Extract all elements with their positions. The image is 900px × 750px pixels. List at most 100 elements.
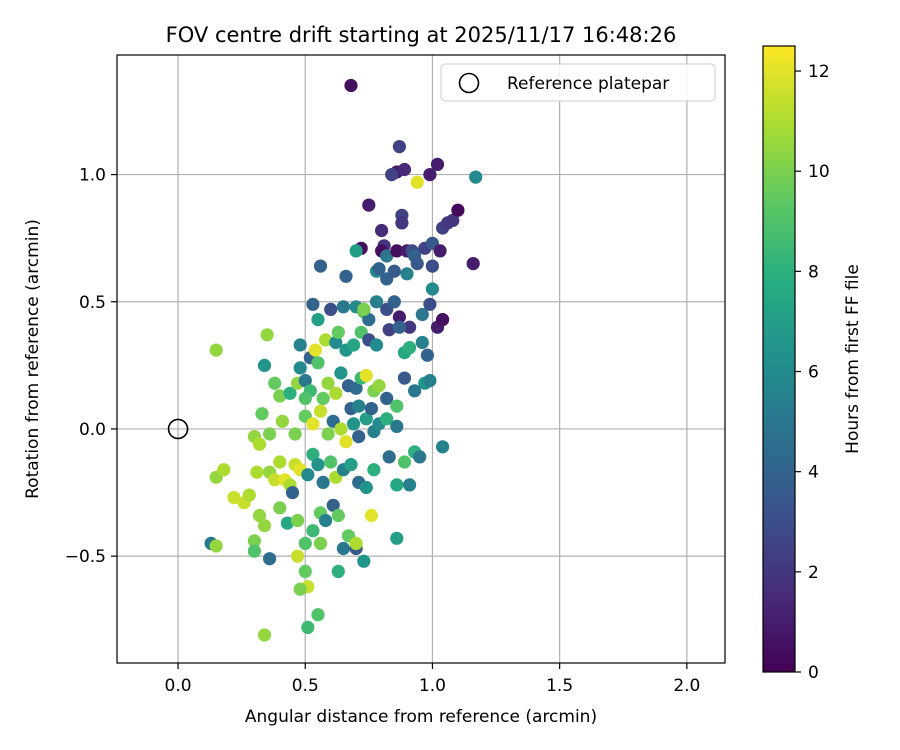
data-point [446, 213, 460, 227]
legend-label: Reference platepar [507, 74, 669, 94]
data-point [466, 257, 480, 271]
data-point [410, 257, 424, 271]
colorbar [762, 45, 796, 673]
data-point [413, 450, 427, 464]
y-tick-label: 0.0 [79, 420, 106, 440]
data-point [385, 168, 399, 182]
y-axis-ticks: −0.5 0.0 0.5 1.0 [65, 166, 117, 567]
y-tick-label: 1.0 [79, 166, 106, 186]
data-point [326, 498, 340, 512]
data-point [344, 458, 358, 472]
data-point [380, 249, 394, 263]
data-point [311, 356, 325, 370]
data-point [392, 320, 406, 334]
x-tick-label: 2.0 [673, 676, 700, 696]
data-point [329, 335, 343, 350]
data-point [263, 552, 277, 566]
data-point [403, 320, 417, 334]
data-point [308, 343, 322, 357]
data-point [311, 608, 325, 622]
data-point [339, 435, 353, 449]
data-point [268, 473, 282, 487]
data-point [349, 381, 363, 395]
data-point [217, 463, 231, 477]
data-point [372, 262, 386, 276]
data-point [423, 297, 437, 311]
data-point [255, 407, 269, 421]
legend: Reference platepar [440, 63, 716, 102]
data-point [403, 478, 417, 492]
data-point [359, 368, 373, 383]
data-point [280, 516, 294, 530]
data-point [311, 458, 325, 472]
x-axis-label: Angular distance from reference (arcmin) [245, 707, 597, 727]
data-point [352, 399, 366, 413]
data-point [316, 391, 330, 405]
data-point [390, 478, 404, 492]
reference-platepar-marker [167, 418, 189, 440]
colorbar-label: Hours from first FF file [843, 264, 863, 454]
data-point [247, 544, 261, 558]
data-point [387, 264, 401, 278]
data-point [331, 325, 345, 339]
plot-area [117, 55, 725, 663]
data-point [250, 465, 264, 479]
data-point [390, 399, 404, 413]
data-point [380, 412, 394, 426]
data-point [369, 338, 384, 352]
data-point [375, 223, 389, 238]
data-point [257, 519, 272, 533]
data-point [209, 539, 223, 553]
data-point [415, 307, 429, 322]
y-axis-label: Rotation from reference (arcmin) [23, 219, 43, 499]
legend-marker [458, 72, 480, 94]
data-point [275, 414, 289, 428]
scatter-points [204, 78, 483, 642]
data-point [324, 455, 338, 469]
data-point [359, 480, 373, 495]
data-point [298, 536, 312, 551]
data-point [425, 259, 439, 273]
x-tick-label: 0.0 [165, 676, 192, 696]
data-point [423, 374, 437, 388]
data-point [306, 297, 320, 311]
chart-title: FOV centre drift starting at 2025/11/17 … [166, 23, 677, 47]
data-point [301, 468, 315, 482]
y-tick-label: 0.5 [79, 293, 106, 313]
data-point [334, 366, 348, 380]
y-tick-label: −0.5 [65, 547, 106, 567]
data-point [392, 310, 406, 324]
data-point [331, 564, 345, 579]
data-point [392, 140, 406, 154]
data-point [242, 488, 256, 502]
data-point [336, 541, 350, 556]
colorbar-tick-label: 12 [808, 62, 830, 82]
data-point [316, 475, 330, 489]
data-point [339, 269, 353, 283]
data-point [288, 427, 302, 441]
colorbar-tick-label: 6 [808, 363, 819, 383]
data-point [415, 335, 429, 350]
data-point [268, 376, 282, 390]
data-point [352, 430, 366, 444]
data-point [247, 534, 261, 548]
data-point [227, 491, 241, 505]
data-point [390, 244, 404, 258]
data-point [400, 267, 414, 281]
data-point [436, 313, 450, 327]
data-point [403, 341, 417, 355]
data-point [430, 157, 445, 171]
data-point [260, 328, 274, 342]
data-point [291, 549, 305, 563]
data-point [364, 508, 378, 523]
data-point [291, 513, 305, 528]
data-point [451, 203, 465, 217]
data-point [329, 386, 343, 400]
data-point [298, 374, 312, 388]
axes-frame [116, 54, 726, 664]
data-point [321, 376, 335, 390]
data-point [257, 628, 272, 642]
data-point [347, 417, 361, 431]
data-point [273, 455, 287, 469]
